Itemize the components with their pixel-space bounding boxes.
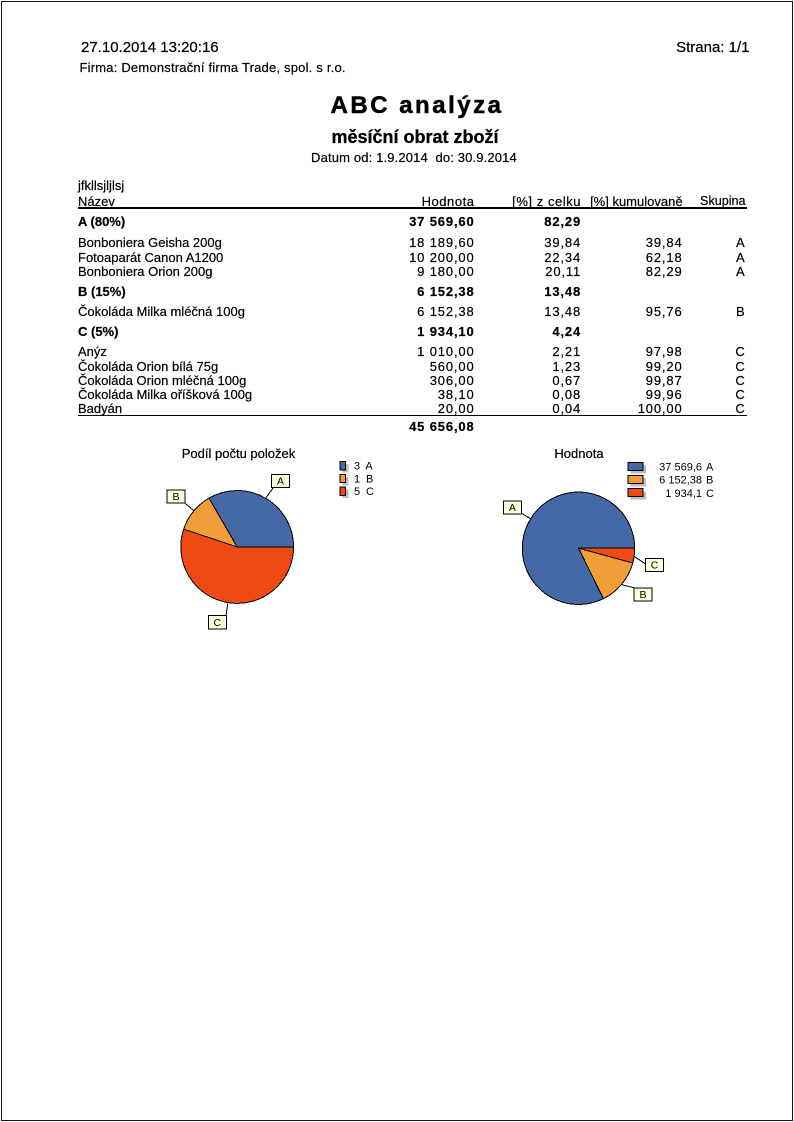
svg-text:A: A bbox=[277, 476, 284, 488]
svg-text:B: B bbox=[172, 491, 179, 503]
svg-text:6 152,38: 6 152,38 bbox=[659, 475, 702, 487]
svg-text:B: B bbox=[639, 589, 646, 601]
svg-text:1 B: 1 B bbox=[354, 473, 375, 485]
svg-text:A: A bbox=[706, 461, 714, 473]
svg-text:C: C bbox=[706, 488, 714, 500]
svg-text:C: C bbox=[651, 559, 659, 571]
svg-text:A: A bbox=[509, 502, 516, 514]
svg-text:3 A: 3 A bbox=[354, 461, 374, 473]
svg-text:5 C: 5 C bbox=[354, 486, 375, 498]
svg-text:37 569,6: 37 569,6 bbox=[659, 461, 702, 473]
svg-text:B: B bbox=[706, 475, 713, 487]
svg-text:1 934,1: 1 934,1 bbox=[665, 488, 702, 500]
svg-text:C: C bbox=[214, 617, 222, 629]
